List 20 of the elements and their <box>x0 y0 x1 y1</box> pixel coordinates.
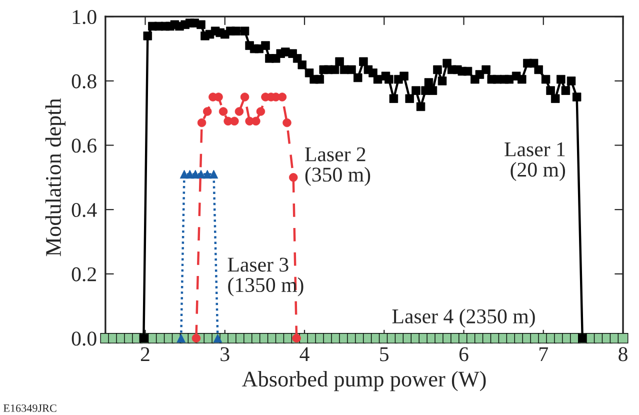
x-tick-label: 7 <box>540 347 548 362</box>
x-tick-label: 2 <box>140 347 150 362</box>
annotation: Laser 2 (350 m) <box>305 147 370 186</box>
y-tick-label: 0.4 <box>72 202 97 218</box>
y-axis-title: Modulation depth <box>45 98 66 256</box>
y-tick-label: 0.6 <box>72 138 96 153</box>
y-tick-label: 0.2 <box>72 267 96 282</box>
text: E16349JRC <box>4 404 56 412</box>
x-tick-label: 4 <box>300 347 310 362</box>
x-tick-label: 8 <box>618 347 628 362</box>
annotation: Laser 1 (20 m) <box>504 142 566 181</box>
annotation: Laser 4 (2350 m) <box>392 308 535 328</box>
y-tick-label: 0.8 <box>72 74 96 88</box>
x-axis-title: Absorbed pump power (W) <box>242 371 486 392</box>
x-tick-label: 3 <box>220 347 230 362</box>
annotation: Laser 3 (1350 m) <box>228 258 304 296</box>
x-tick-label: 6 <box>459 347 468 362</box>
y-tick-label: 1.0 <box>72 10 96 24</box>
x-tick-label: 5 <box>380 347 389 362</box>
y-tick-label: 0.0 <box>72 332 96 346</box>
